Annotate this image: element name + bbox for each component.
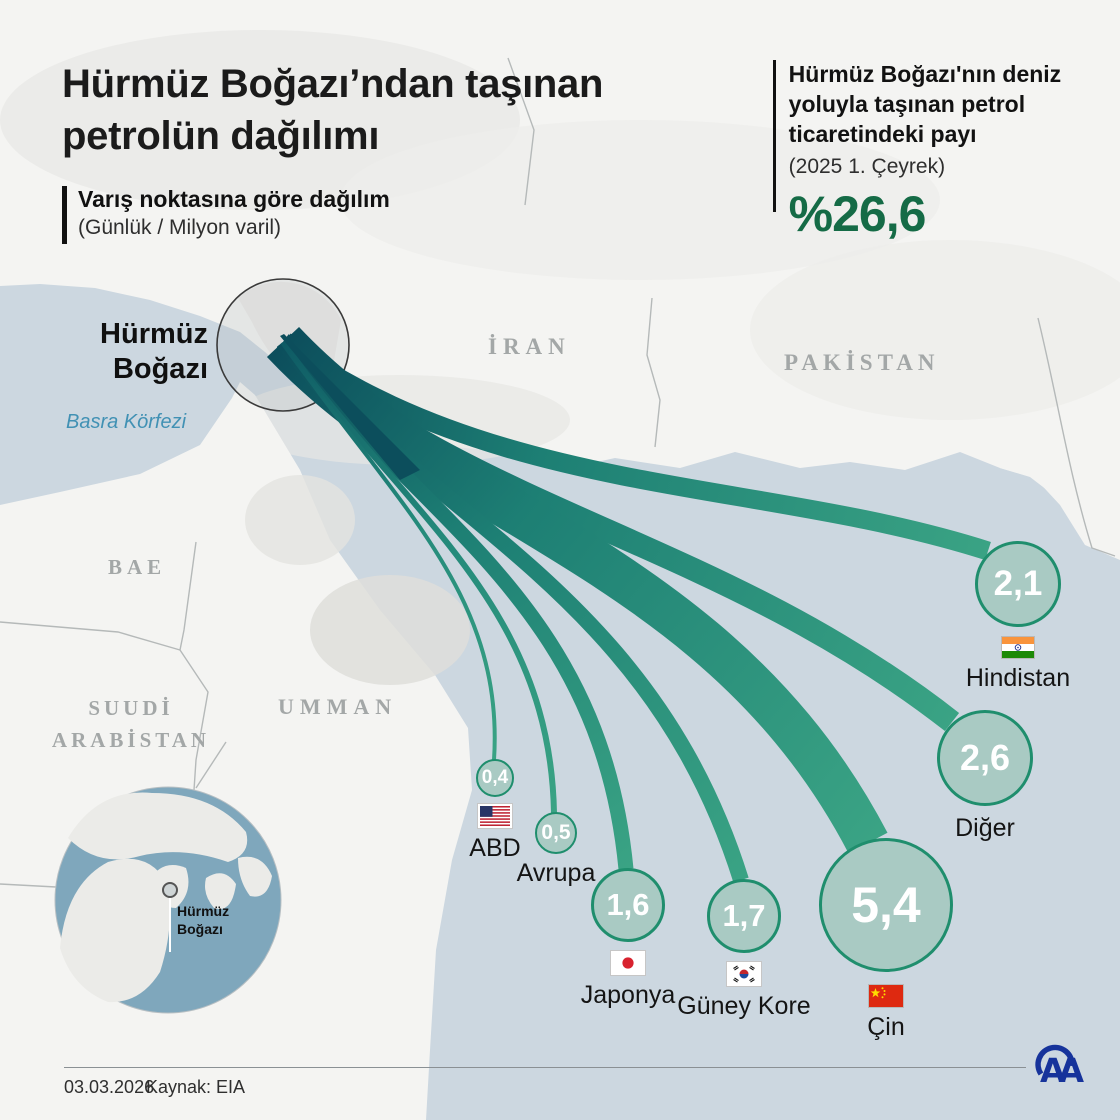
map-label-iran: İRAN <box>488 334 571 359</box>
value-bubble-diger: 2,6 <box>937 710 1033 806</box>
destination-label-hindistan: Hindistan <box>965 664 1071 692</box>
china-flag-icon <box>868 984 904 1008</box>
map-label-oman: UMMAN <box>278 694 398 719</box>
destination-japonya: 1,6 Japonya <box>548 868 708 1010</box>
destination-diger: 2,6 Diğer <box>905 710 1065 843</box>
footer-divider <box>64 1067 1026 1068</box>
destination-avrupa: 0,5 Avrupa <box>486 812 626 888</box>
destination-label-abd: ABD <box>469 834 521 862</box>
country-borders <box>0 57 1116 888</box>
value-bubble-avrupa: 0,5 <box>535 812 577 854</box>
share-box-value: %26,6 <box>788 185 927 242</box>
japan-flag-icon <box>610 950 646 976</box>
destination-guney-kore: 1,7 Güney Kore <box>664 879 824 1021</box>
map-label-bae: BAE <box>108 555 167 579</box>
subtitle-bar <box>62 186 67 244</box>
map-label-saudi-arabia: SUUDİ ARABİSTAN <box>51 696 211 752</box>
anadolu-agency-logo: AA <box>1032 1040 1092 1090</box>
value-bubble-guney-kore: 1,7 <box>707 879 781 953</box>
landmass-india <box>1000 430 1120 560</box>
relief-texture <box>340 120 940 280</box>
oil-flows <box>266 326 991 883</box>
value-bubble-hindistan: 2,1 <box>975 541 1061 627</box>
south-korea-flag-icon <box>726 961 762 987</box>
india-flag-icon <box>1001 636 1035 659</box>
subtitle-block: Varış noktasına göre dağılım (Günlük / M… <box>62 186 390 244</box>
relief-texture <box>245 475 355 565</box>
destination-abd: 0,4 ABD <box>435 759 555 863</box>
share-box-period: (2025 1. Çeyrek) <box>788 154 946 178</box>
footer-source: Kaynak: EIA <box>146 1077 246 1097</box>
flow-avrupa <box>280 340 557 814</box>
globe-inset <box>54 786 282 1014</box>
destination-label-japonya: Japonya <box>580 981 676 1009</box>
strait-magnifier-ring <box>216 278 350 412</box>
share-box: Hürmüz Boğazı'nın deniz yoluyla taşınan … <box>773 60 1103 243</box>
footer-date: 03.03.2026 <box>64 1077 155 1097</box>
share-box-text: Hürmüz Boğazı'nın deniz yoluyla taşınan … <box>788 61 1062 147</box>
map-label-pakistan: PAKİSTAN <box>784 350 940 375</box>
value-bubble-cin: 5,4 <box>819 838 953 972</box>
destination-cin: 5,4 Çin <box>806 838 966 1042</box>
value-bubble-japonya: 1,6 <box>591 868 665 942</box>
map-label-persian-gulf: Basra Körfezi <box>66 411 187 433</box>
subtitle-line2: (Günlük / Milyon varil) <box>78 216 282 239</box>
svg-text:AA: AA <box>1040 1051 1085 1090</box>
share-box-bar <box>773 60 776 212</box>
destination-label-diger: Diğer <box>955 814 1015 842</box>
map-label-hormuz-strait: Hürmüz Boğazı <box>100 318 208 386</box>
relief-oman-mountains <box>310 575 470 685</box>
flow-abd <box>281 340 497 761</box>
destination-label-guney-kore: Güney Kore <box>677 992 811 1020</box>
value-bubble-abd: 0,4 <box>476 759 514 797</box>
flow-origin-taper <box>280 334 420 480</box>
destination-hindistan: 2,1 Hindistan <box>938 541 1098 693</box>
destination-label-avrupa: Avrupa <box>516 859 596 887</box>
globe-hormuz-label: Hürmüz Boğazı <box>177 903 230 937</box>
flow-japonya <box>277 337 634 870</box>
page-title: Hürmüz Boğazı’ndan taşınan petrolün dağı… <box>62 62 604 158</box>
relief-texture <box>750 240 1120 420</box>
usa-flag-icon <box>477 803 513 829</box>
subtitle-line1: Varış noktasına göre dağılım <box>78 186 390 212</box>
destination-label-cin: Çin <box>867 1013 905 1041</box>
